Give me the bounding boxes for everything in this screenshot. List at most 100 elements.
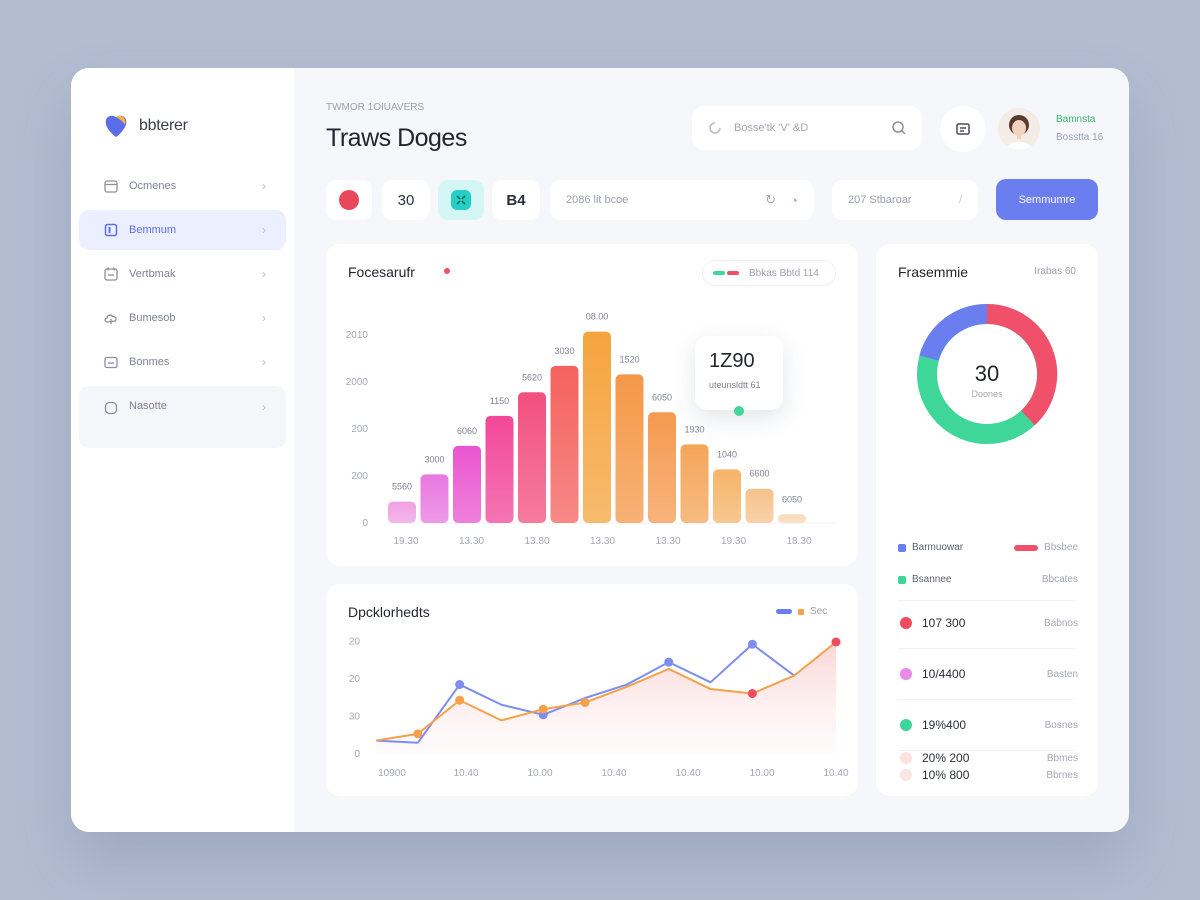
breadcrumb: TWMOR 1OIUAVERS <box>326 102 425 113</box>
sidebar-item-nasotte[interactable]: Nasotte › <box>79 386 286 448</box>
primary-action-button[interactable]: Semmumre <box>996 179 1098 220</box>
data-point[interactable] <box>664 657 674 667</box>
sidebar-item-bumesob[interactable]: Bumesob › <box>79 298 286 338</box>
bar[interactable] <box>388 501 416 523</box>
legend-swatch-orange <box>798 608 804 615</box>
count-chip[interactable]: 30 <box>382 180 430 220</box>
donut-center-label: Doones <box>971 389 1003 399</box>
brand-name: bbterer <box>139 117 188 134</box>
refresh-icon[interactable]: ↻ <box>765 192 777 207</box>
sidebar-item-vertbmak[interactable]: Vertbmak › <box>79 254 286 294</box>
x-tick-label: 19.30 <box>721 536 746 547</box>
stat-dot-icon <box>900 617 912 629</box>
sidebar-item-bonmes[interactable]: Bonmes › <box>79 342 286 382</box>
donut-legend-row-1: Barmuowar Bbsbee <box>898 542 1078 553</box>
brand[interactable]: bbterer <box>71 108 294 144</box>
bar[interactable] <box>615 374 644 523</box>
sidebar-item-bemmum[interactable]: Bemmum › <box>79 210 286 250</box>
bar[interactable] <box>518 392 546 523</box>
bar-value-label: 5560 <box>392 482 412 492</box>
data-point[interactable] <box>455 680 465 690</box>
legend-swatch-blue <box>898 543 906 552</box>
stat-label: Babnos <box>1044 617 1078 629</box>
clock-icon[interactable]: ◔ <box>790 192 798 208</box>
bar[interactable] <box>453 445 481 523</box>
stat-dot-icon <box>900 769 912 781</box>
bar-value-label: 1040 <box>717 449 737 459</box>
avatar[interactable] <box>998 108 1040 150</box>
stat-row[interactable]: 20% 200 Bbmes <box>900 751 1078 765</box>
bar[interactable] <box>648 412 676 523</box>
line-chart-title: Dpcklorhedts <box>348 604 430 620</box>
bar-chart-title: Focesarufr <box>348 264 415 280</box>
donut-segment-blue <box>919 303 988 362</box>
bar[interactable] <box>680 444 709 523</box>
teal-chip[interactable] <box>438 180 484 220</box>
legend-swatch-red <box>1014 544 1039 551</box>
bar[interactable] <box>485 415 514 523</box>
legend-swatch-green <box>713 271 725 275</box>
data-point[interactable] <box>413 729 423 739</box>
stat-row[interactable]: 10% 800 Bbrnes <box>900 768 1078 782</box>
data-point[interactable] <box>580 697 590 707</box>
stat-value: 107 300 <box>922 616 966 630</box>
bar[interactable] <box>420 474 449 523</box>
sidebar-item-label: Bumesob <box>129 312 176 324</box>
search-icon[interactable] <box>890 119 908 137</box>
donut-center-value: 30 <box>975 361 999 386</box>
bar-value-label: 1520 <box>619 354 639 364</box>
search-box[interactable]: Bosse'tk 'V' &D <box>692 106 922 150</box>
sidebar-item-label: Nasotte <box>129 400 167 412</box>
bar[interactable] <box>745 488 774 523</box>
legend-swatch-red <box>727 271 739 275</box>
bar[interactable] <box>778 514 806 523</box>
bar-chart: 0 200 200 2000 2010 5560 3000 6060 1150 5620 3030 0… <box>346 312 836 547</box>
bar[interactable] <box>583 331 611 523</box>
legend-label: Bbsbee <box>1044 542 1078 553</box>
sidebar-item-label: Bemmum <box>129 224 177 236</box>
inbox-button[interactable] <box>940 106 986 152</box>
sidebar-item-ocmenes[interactable]: Ocmenes › <box>79 166 286 206</box>
folder-icon <box>104 356 118 369</box>
x-tick-label: 18.30 <box>786 536 811 547</box>
sidebar-item-label: Vertbmak <box>129 268 176 280</box>
stat-label: Bbmes <box>1046 752 1078 764</box>
stat-row[interactable]: 10/4400 Basten <box>900 667 1078 681</box>
data-point[interactable] <box>747 689 757 699</box>
divider <box>898 699 1076 700</box>
search-input[interactable]: Bosse'tk 'V' &D <box>734 122 809 134</box>
stat-label: Bosnes <box>1044 719 1078 731</box>
divider <box>898 600 1076 601</box>
tooltip-value: 1Z90 <box>709 350 755 372</box>
bar[interactable] <box>713 469 741 523</box>
x-tick-label: 10900 <box>378 768 406 779</box>
donut-chart: 30 Doones <box>917 303 1058 444</box>
record-chip[interactable] <box>326 180 372 220</box>
stat-dot-icon <box>900 752 912 764</box>
data-point[interactable] <box>538 704 548 714</box>
line-chart-card: Dpcklorhedts Sec 0 30 20 20 10900 10.40 10.00 1… <box>326 584 858 796</box>
x-tick-label: 10.40 <box>453 768 478 779</box>
y-tick-label: 20 <box>349 674 361 685</box>
main-area: TWMOR 1OIUAVERS Traws Doges Bosse'tk 'V'… <box>294 68 1129 832</box>
bar-value-label: 1150 <box>490 396 509 406</box>
record-icon <box>339 190 359 210</box>
line-chart-legend[interactable]: Sec <box>776 606 827 617</box>
filter-field[interactable]: 2086 lit bcoe ↻ ◔ <box>550 180 814 220</box>
stat-value: 19%400 <box>922 718 967 732</box>
code-chip[interactable]: B4 <box>492 180 540 220</box>
data-point[interactable] <box>747 639 757 649</box>
legend-label: Bsannee <box>912 574 952 585</box>
stat-value: 10/4400 <box>922 667 966 681</box>
document-icon <box>104 223 118 237</box>
data-point[interactable] <box>831 637 841 647</box>
data-point[interactable] <box>455 695 465 705</box>
x-tick-label: 13.80 <box>524 536 549 547</box>
range-field[interactable]: 207 Stbaroar / <box>832 180 978 220</box>
bar[interactable] <box>550 365 579 523</box>
stat-row[interactable]: 107 300 Babnos <box>900 616 1078 630</box>
bar-chart-legend[interactable]: Bbkas Bbtd 114 <box>702 260 836 286</box>
stat-row[interactable]: 19%400 Bosnes <box>900 718 1078 732</box>
y-tick-label: 0 <box>362 518 368 529</box>
tooltip-label: uteunsldtt 61 <box>709 380 761 390</box>
